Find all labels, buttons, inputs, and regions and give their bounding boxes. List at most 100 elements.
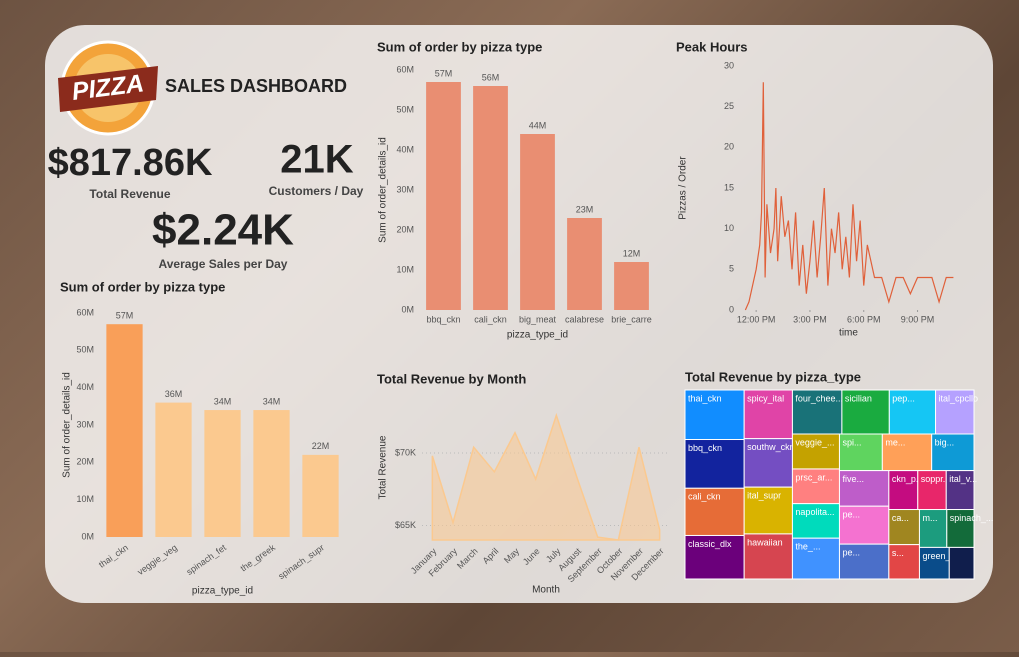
y-tick-label: 10M — [396, 264, 414, 274]
tile-label: napolita... — [795, 507, 834, 517]
bar — [473, 86, 508, 310]
tile-label: ital_supr — [747, 491, 781, 501]
data-label: 22M — [312, 441, 330, 451]
area — [431, 412, 661, 541]
bar — [253, 410, 290, 537]
tile-label: s... — [892, 548, 904, 558]
chart-title: Sum of order by pizza type — [377, 39, 542, 54]
chart-title: Sum of order by pizza type — [60, 279, 225, 294]
treemap-tile — [743, 389, 793, 440]
chart-title: Total Revenue by pizza_type — [685, 369, 861, 384]
y-axis-label: Sum of order_details_id — [378, 137, 389, 243]
tile-label: bbq_ckn — [688, 443, 722, 453]
data-label: 34M — [263, 396, 281, 406]
y-tick-label: 10M — [76, 494, 94, 504]
treemap-tile — [948, 546, 975, 580]
treemap-tile — [888, 544, 920, 580]
tile-label: me... — [885, 437, 905, 447]
bar — [106, 324, 143, 537]
x-axis-label: pizza_type_id — [192, 586, 253, 597]
tile-label: thai_ckn — [688, 393, 722, 403]
chart-title: Total Revenue by Month — [377, 371, 526, 386]
x-tick-label: calabrese — [565, 314, 604, 324]
treemap-tile — [918, 546, 950, 580]
x-tick-label: brie_carre — [611, 314, 652, 324]
y-tick-label: 15 — [724, 182, 734, 192]
y-axis-label: Total Revenue — [378, 435, 389, 499]
y-tick-label: 30 — [724, 60, 734, 70]
tile-label: big... — [935, 437, 955, 447]
y-tick-label: 60M — [76, 307, 94, 317]
kpi-label: Total Revenue — [89, 187, 170, 201]
treemap-tile — [743, 438, 793, 488]
y-tick-label: 0M — [81, 531, 94, 541]
x-tick-label: 6:00 PM — [847, 314, 881, 324]
tile-label: ital_cpcllo — [939, 393, 979, 403]
y-tick-label: 60M — [396, 64, 414, 74]
y-tick-label: 20M — [76, 457, 94, 467]
data-label: 44M — [529, 120, 547, 130]
bar — [302, 454, 339, 537]
kpi-label: Average Sales per Day — [159, 257, 288, 271]
y-tick-label: $65K — [395, 520, 416, 530]
tile-label: pe... — [842, 548, 860, 558]
data-label: 34M — [214, 396, 232, 406]
x-axis-label: Month — [532, 585, 560, 596]
data-label: 57M — [116, 311, 134, 321]
data-label: 12M — [623, 248, 641, 258]
tile-label: soppr... — [921, 474, 951, 484]
tile-label: sicilian — [845, 393, 872, 403]
tile-label: southw_ckn — [747, 442, 795, 452]
tile-label: spinach_... — [950, 513, 994, 523]
tile-label: four_chee... — [795, 393, 843, 403]
y-tick-label: 20M — [396, 224, 414, 234]
y-tick-label: 30M — [396, 184, 414, 194]
bar — [520, 134, 555, 310]
treemap-tile — [743, 533, 793, 580]
data-label: 23M — [576, 204, 594, 214]
bar — [567, 218, 602, 310]
tile-label: hawaiian — [747, 537, 783, 547]
tile-label: cali_ckn — [688, 492, 721, 502]
kpi-label: Customers / Day — [269, 184, 364, 198]
x-tick-label: bbq_ckn — [426, 314, 460, 324]
data-label: 56M — [482, 72, 500, 82]
tile-label: pep... — [892, 393, 915, 403]
y-tick-label: 10 — [724, 223, 734, 233]
treemap-tile — [791, 503, 840, 539]
x-tick-label: 12:00 PM — [737, 314, 776, 324]
tile-label: spicy_ital — [747, 393, 784, 403]
x-tick-label: 3:00 PM — [793, 314, 827, 324]
tile-label: m... — [922, 513, 937, 523]
bar — [426, 82, 461, 310]
kpi-value: 21K — [280, 138, 353, 182]
x-axis-label: pizza_type_id — [507, 330, 568, 341]
treemap-tile — [791, 468, 840, 505]
tile-label: the_... — [795, 542, 820, 552]
treemap-tile — [838, 505, 890, 545]
tile-label: veggie_... — [795, 437, 834, 447]
y-axis-label: Pizzas / Order — [678, 156, 689, 220]
tile-label: five... — [842, 474, 864, 484]
line — [744, 82, 954, 311]
treemap-tile — [838, 470, 890, 507]
y-tick-label: 0 — [729, 304, 734, 314]
treemap-tile — [841, 389, 890, 435]
treemap-tile — [888, 470, 919, 511]
y-tick-label: 5 — [729, 264, 734, 274]
bar — [204, 410, 241, 537]
y-tick-label: 20 — [724, 142, 734, 152]
treemap-tile — [684, 534, 745, 580]
tile-label: pe... — [842, 510, 860, 520]
tile-label: classic_dlx — [688, 539, 732, 549]
y-tick-label: $70K — [395, 447, 416, 457]
kpi-value: $2.24K — [152, 206, 294, 255]
treemap-tile — [935, 389, 975, 435]
data-label: 57M — [435, 68, 453, 78]
y-axis-label: Sum of order_details_id — [62, 372, 73, 478]
y-tick-label: 0M — [401, 304, 414, 314]
tile-label: green_g... — [922, 551, 963, 561]
y-tick-label: 40M — [76, 382, 94, 392]
tile-label: prsc_ar... — [795, 472, 832, 482]
